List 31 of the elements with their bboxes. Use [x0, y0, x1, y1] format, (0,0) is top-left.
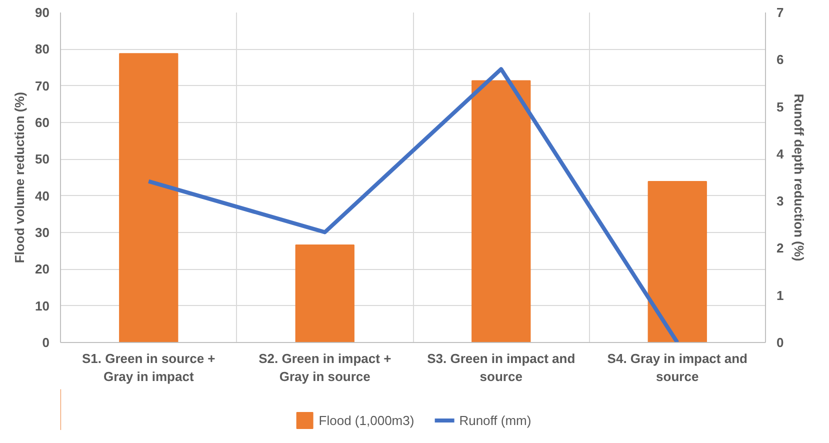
y-tick-label: 50 — [35, 152, 50, 167]
bar — [295, 244, 354, 342]
bar — [648, 181, 707, 342]
y-tick-label: 40 — [35, 188, 50, 204]
y-tick-label: 30 — [35, 225, 50, 240]
y2-tick-label: 2 — [776, 240, 784, 256]
legend-label: Flood (1,000m3) — [318, 412, 414, 428]
y2-tick-label: 3 — [776, 194, 784, 209]
bar — [119, 53, 178, 342]
legend-label: Runoff (mm) — [459, 412, 532, 428]
y2-tick-label: 6 — [776, 52, 784, 68]
x-tick-label: S4. Gray in impact and source — [607, 350, 748, 384]
y2-tick-label: 7 — [776, 5, 784, 20]
bar — [472, 80, 531, 342]
y-tick-label: 90 — [35, 5, 50, 20]
y2-axis-title: Runoff depth reduction (%) — [792, 94, 807, 262]
y-tick-label: 10 — [35, 298, 50, 314]
y-axis-title: Flood volume reduction (%) — [12, 92, 28, 264]
x-tick-label: S1. Green in source + Gray in impact — [82, 350, 216, 384]
y-tick-label: 0 — [42, 335, 50, 350]
y-tick-label: 20 — [35, 262, 50, 277]
line-series — [146, 67, 680, 342]
y2-tick-label: 4 — [776, 146, 784, 162]
y-tick-label: 80 — [35, 42, 50, 57]
y2-tick-label: 1 — [776, 288, 784, 303]
y2-tick-label: 0 — [776, 335, 784, 350]
y-tick-label: 60 — [35, 115, 50, 130]
y-tick-label: 70 — [35, 78, 50, 94]
x-tick-label: S2. Green in impact + Gray in source — [258, 350, 392, 384]
x-tick-label: S3. Green in impact and source — [427, 350, 576, 384]
y2-tick-label: 5 — [776, 99, 784, 114]
